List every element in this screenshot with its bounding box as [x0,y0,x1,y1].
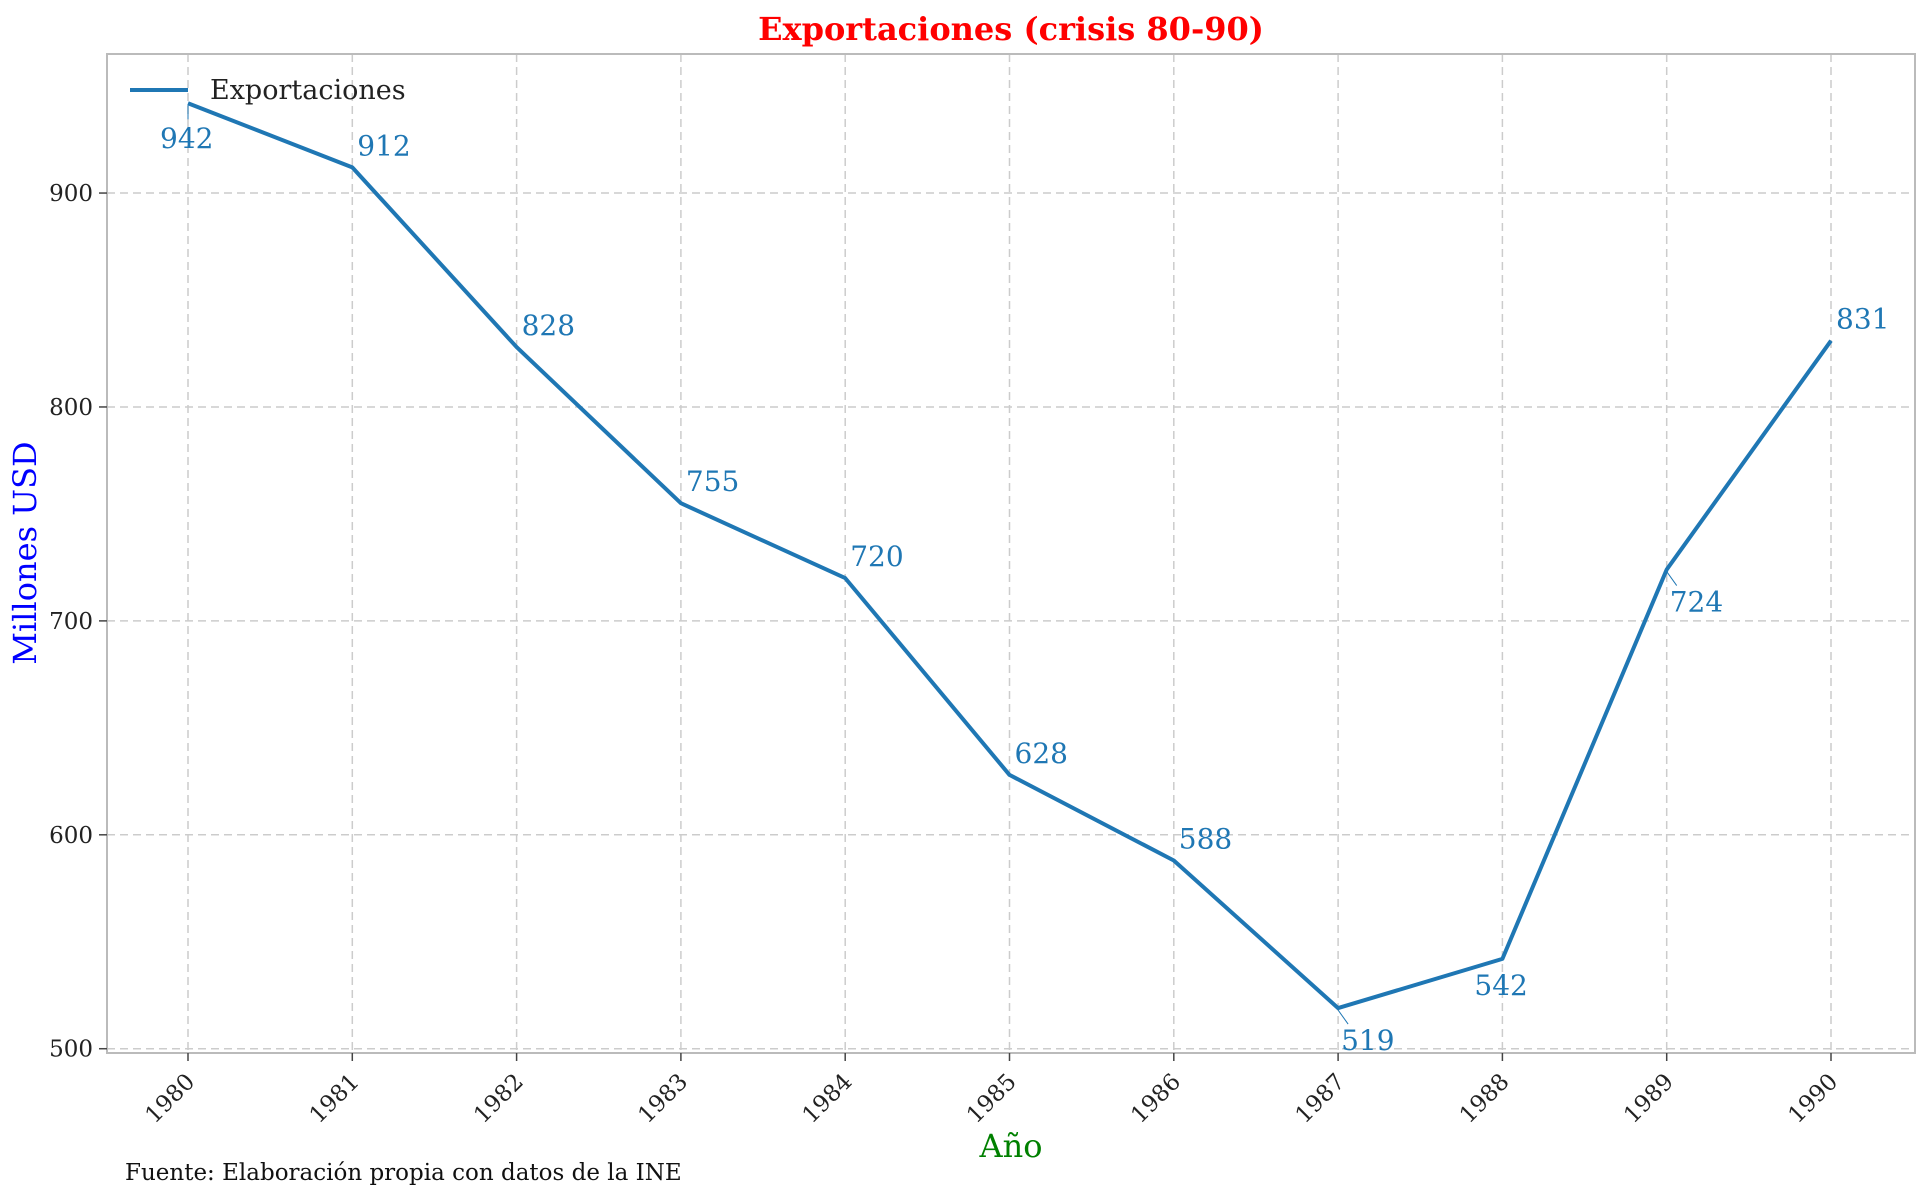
x-axis-label: Año [979,1127,1043,1165]
y-tick-label: 500 [49,1037,93,1063]
data-label: 828 [522,309,575,342]
source-note: Fuente: Elaboración propia con datos de … [125,1160,682,1186]
data-label: 720 [850,540,903,573]
x-axis-ticks: 1980 1981 1982 1983 1984 1985 1986 1987 1988 1989… [140,1053,1843,1129]
data-label: 912 [357,129,410,162]
data-label-leader [1337,1009,1349,1025]
data-label: 588 [1179,822,1232,855]
plot-frame [106,53,1916,1054]
x-tick-label: 1990 [1783,1069,1843,1129]
data-labels: 942 912 828 755 720 628 588 519 542 724 831 [160,105,1889,1057]
data-label: 831 [1836,303,1889,336]
x-tick-label: 1984 [798,1069,858,1129]
series-exportaciones [187,101,1833,1011]
data-label: 542 [1474,969,1527,1002]
x-tick-label: 1988 [1455,1069,1515,1129]
x-tick-label: 1983 [633,1069,693,1129]
x-tick-label: 1981 [305,1069,365,1129]
data-label: 628 [1015,737,1068,770]
x-tick-label: 1986 [1126,1069,1186,1129]
series-line [187,101,1833,1011]
grid [107,54,1915,1053]
data-label: 755 [686,465,739,498]
legend-label: Exportaciones [210,75,406,106]
y-axis-label: Millones USD [6,441,44,664]
y-tick-label: 700 [49,609,93,635]
x-tick-label: 1987 [1291,1069,1351,1129]
y-tick-label: 800 [49,395,93,421]
data-label: 519 [1341,1024,1394,1057]
x-tick-label: 1989 [1619,1069,1679,1129]
y-tick-label: 600 [49,823,93,849]
chart-title: Exportaciones (crisis 80-90) [758,10,1264,48]
y-tick-label: 900 [49,181,93,207]
legend: Exportaciones [130,75,406,106]
x-tick-label: 1980 [140,1069,200,1129]
x-tick-label: 1982 [469,1069,529,1129]
x-tick-label: 1985 [962,1069,1022,1129]
data-label: 942 [160,122,213,155]
data-label: 724 [1670,586,1723,619]
y-axis-ticks: 500 600 700 800 900 [49,181,107,1063]
data-label-leader [1666,571,1678,586]
